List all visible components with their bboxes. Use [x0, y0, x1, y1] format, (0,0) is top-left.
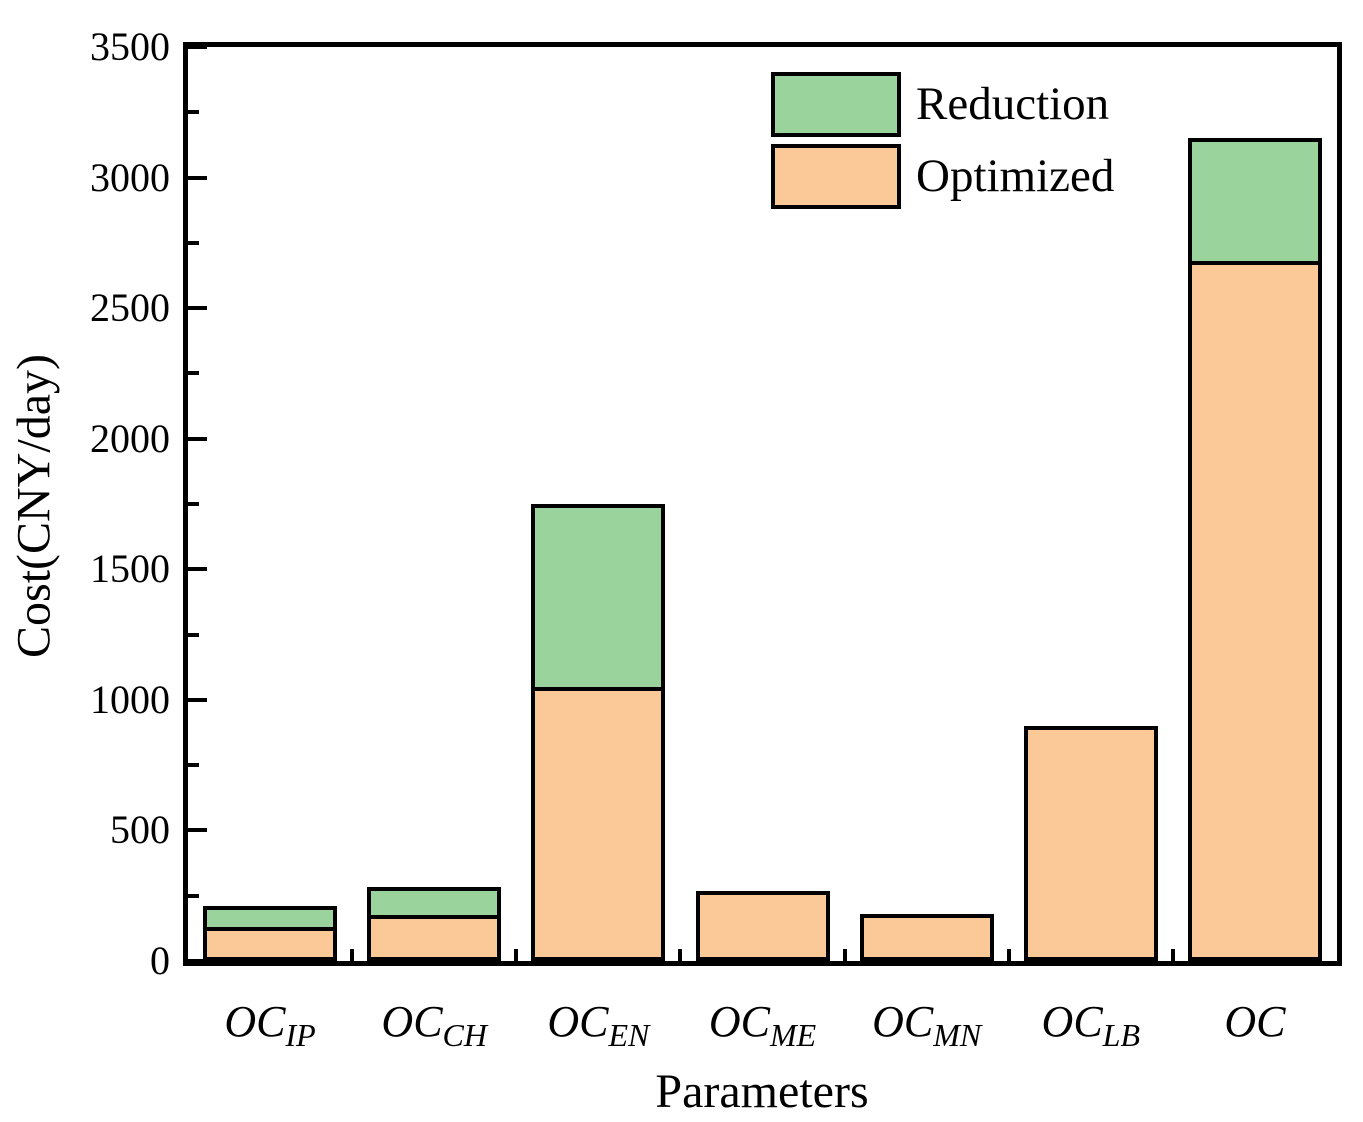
- y-axis-minor-tick-2750: [188, 240, 199, 245]
- x-category-label-OC_ME: OCME: [709, 998, 816, 1059]
- legend-label-optimized: Optimized: [916, 150, 1115, 202]
- y-axis-major-tick-2500: [188, 306, 207, 311]
- x-axis-minor-tick-5: [1006, 949, 1011, 961]
- y-tick-label-1000: 1000: [90, 676, 170, 722]
- y-axis-major-tick-500: [188, 828, 207, 833]
- y-tick-label-0: 0: [150, 938, 170, 983]
- y-axis-minor-tick-2250: [188, 371, 199, 376]
- bar-optimized-OC_ME: [695, 890, 830, 961]
- y-axis-minor-tick-1750: [188, 502, 199, 506]
- y-axis-minor-tick-250: [188, 893, 199, 898]
- y-axis-major-tick-0: [188, 959, 207, 963]
- y-tick-label-3500: 3500: [90, 24, 170, 69]
- x-category-label-OC: OC: [1224, 998, 1285, 1046]
- y-tick-label-2000: 2000: [90, 415, 170, 461]
- y-tick-label-1500: 1500: [90, 546, 170, 592]
- bar-reduction-OC_CH: [367, 886, 502, 920]
- x-category-label-main: OC: [872, 997, 934, 1046]
- x-category-label-subscript: CH: [442, 1016, 487, 1053]
- x-category-label-main: OC: [708, 997, 770, 1046]
- x-axis-minor-tick-3: [678, 949, 683, 961]
- x-category-label-subscript: LB: [1102, 1016, 1141, 1053]
- legend-swatch-optimized-icon: [771, 144, 901, 209]
- x-category-label-OC_LB: OCLB: [1042, 998, 1140, 1059]
- x-category-label-OC_IP: OCIP: [224, 998, 315, 1059]
- y-axis-major-tick-1500: [188, 567, 207, 572]
- x-category-label-main: OC: [224, 997, 286, 1046]
- x-category-label-subscript: ME: [769, 1016, 817, 1053]
- bar-optimized-OC_CH: [367, 915, 502, 961]
- legend-label-reduction: Reduction: [916, 78, 1110, 130]
- y-tick-label-500: 500: [110, 807, 170, 853]
- y-axis-minor-tick-1250: [188, 632, 199, 637]
- x-axis-title: Parameters: [655, 1065, 869, 1118]
- y-axis-minor-tick-750: [188, 763, 199, 768]
- x-category-label-subscript: MN: [933, 1016, 982, 1053]
- y-axis-minor-tick-3250: [188, 110, 199, 115]
- bar-reduction-OC_EN: [531, 504, 666, 691]
- x-category-label-main: OC: [1224, 997, 1286, 1046]
- legend: Reduction Optimized: [771, 72, 1114, 216]
- legend-entry-optimized: Optimized: [771, 144, 1114, 209]
- y-tick-label-2500: 2500: [90, 285, 170, 331]
- x-axis-minor-tick-2: [514, 949, 519, 961]
- x-category-label-OC_MN: OCMN: [872, 998, 981, 1059]
- bar-optimized-OC: [1187, 261, 1322, 961]
- bar-reduction-OC: [1187, 138, 1322, 266]
- x-category-label-main: OC: [1041, 997, 1103, 1046]
- legend-swatch-reduction-icon: [771, 72, 901, 137]
- x-axis-minor-tick-1: [350, 949, 355, 961]
- x-category-label-OC_CH: OCCH: [381, 998, 487, 1059]
- bar-optimized-OC_EN: [531, 686, 666, 961]
- bar-optimized-OC_IP: [203, 927, 338, 961]
- y-axis-title: Cost(CNY/day): [7, 354, 61, 658]
- y-axis-major-tick-3000: [188, 175, 207, 180]
- y-axis-major-tick-1000: [188, 697, 207, 702]
- x-category-label-subscript: IP: [285, 1016, 316, 1053]
- legend-entry-reduction: Reduction: [771, 72, 1114, 137]
- y-axis-major-tick-3500: [188, 45, 207, 49]
- x-category-label-main: OC: [381, 997, 443, 1046]
- x-axis-minor-tick-6: [1170, 949, 1175, 961]
- bar-reduction-OC_IP: [203, 906, 338, 932]
- x-category-label-OC_EN: OCEN: [547, 998, 649, 1059]
- bar-optimized-OC_MN: [859, 914, 994, 961]
- x-category-label-main: OC: [547, 997, 609, 1046]
- y-axis-major-tick-2000: [188, 436, 207, 441]
- plot-area: [183, 42, 1342, 966]
- bar-optimized-OC_LB: [1023, 725, 1158, 961]
- x-category-label-subscript: EN: [608, 1016, 650, 1053]
- y-tick-label-3000: 3000: [90, 154, 170, 200]
- x-axis-minor-tick-4: [842, 949, 847, 961]
